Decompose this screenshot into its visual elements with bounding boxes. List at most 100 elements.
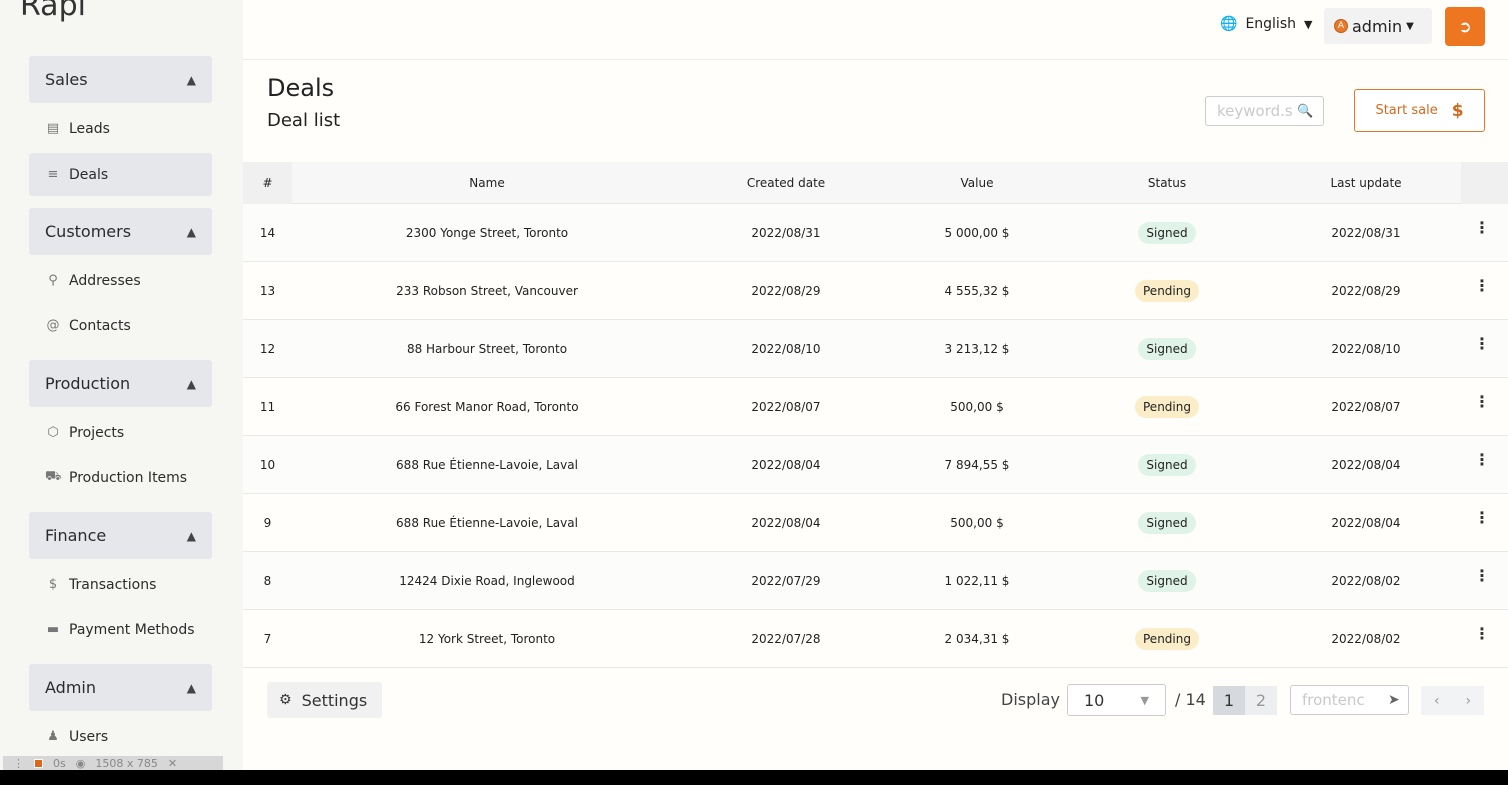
status-badge: Signed [1138,511,1196,534]
section-production[interactable]: Production ▲ [29,360,212,407]
section-customers[interactable]: Customers ▲ [29,208,212,255]
user-menu[interactable]: A admin ▼ [1324,8,1432,44]
cube-icon: ⬡ [47,425,59,440]
row-menu-icon[interactable]: ⋮ [1474,218,1490,237]
next-page-icon[interactable]: › [1465,692,1472,709]
sidebar-item-users[interactable]: ♟ Users [29,715,212,758]
goto-page-input[interactable] [1302,691,1382,709]
truck-icon: ⛟ [45,469,62,484]
cell-updated: 2022/08/10 [1331,341,1401,356]
start-sale-button[interactable]: Start sale $ [1354,89,1485,132]
settings-label: Settings [301,690,368,710]
page-button-1[interactable]: 1 [1213,686,1245,715]
section-label: Admin [45,678,96,697]
camera-icon[interactable]: ◉ [75,756,86,770]
sidebar-item-addresses[interactable]: ⚲ Addresses [29,259,212,302]
table-row[interactable]: 10 688 Rue Étienne-Lavoie, Laval 2022/08/0… [243,436,1508,494]
status-badge: Signed [1138,453,1196,476]
recorder-toolbar: ⋮ 0s ◉ 1508 x 785 ✕ [3,756,223,770]
page-button-2[interactable]: 2 [1245,686,1277,715]
header-updated[interactable]: Last update [1330,175,1402,190]
table-row[interactable]: 9 688 Rue Étienne-Lavoie, Laval 2022/08/04… [243,494,1508,552]
sidebar-item-deals[interactable]: ≡ Deals [29,153,212,196]
row-menu-icon[interactable]: ⋮ [1474,392,1490,411]
sidebar-item-production-items[interactable]: ⛟ Production Items [29,456,212,499]
section-sales[interactable]: Sales ▲ [29,56,212,103]
topbar: 🌐 English ▼ A admin ▼ ➲ [243,0,1508,60]
table-header: # Name Created date Value Status Last up… [243,162,1508,204]
cell-value: 4 555,32 $ [944,283,1010,298]
table-row[interactable]: 11 66 Forest Manor Road, Toronto 2022/08/0… [243,378,1508,436]
cell-updated: 2022/08/02 [1331,573,1401,588]
cell-value: 1 022,11 $ [944,573,1010,588]
table-row[interactable]: 8 12424 Dixie Road, Inglewood 2022/07/29 1 … [243,552,1508,610]
header-value[interactable]: Value [960,175,994,190]
credit-card-icon: ▬ [46,622,60,637]
header-name[interactable]: Name [469,175,505,190]
table-row[interactable]: 7 12 York Street, Toronto 2022/07/28 2 034,… [243,610,1508,668]
cell-name: 88 Harbour Street, Toronto [406,341,568,356]
table-row[interactable]: 13 233 Robson Street, Vancouver 2022/08/29… [243,262,1508,320]
sidebar-item-payment-methods[interactable]: ▬ Payment Methods [29,608,212,651]
arrow-circle-right-icon[interactable]: ➤ [1388,692,1400,708]
search-input[interactable] [1217,102,1297,120]
sidebar: Rapi Sales ▲ ▤ Leads ≡ Deals Customers ▲… [0,0,243,770]
row-menu-icon[interactable]: ⋮ [1474,334,1490,353]
sidebar-item-label: Transactions [69,576,157,593]
close-icon[interactable]: ✕ [167,756,178,770]
cell-num: 9 [263,515,272,530]
display-label: Display [1001,690,1060,709]
cell-num: 12 [259,341,276,356]
page-size-select[interactable]: 10 ▼ [1067,684,1166,716]
cell-updated: 2022/08/04 [1331,457,1401,472]
page-size-value: 10 [1084,690,1105,710]
logout-button[interactable]: ➲ [1445,7,1485,46]
page-title: Deals [267,74,335,102]
sidebar-item-label: Deals [69,166,109,183]
header-created[interactable]: Created date [746,175,826,190]
user-icon: ♟ [47,729,59,744]
sidebar-item-leads[interactable]: ▤ Leads [29,107,212,150]
recorder-time: 0s [53,756,66,770]
sidebar-item-transactions[interactable]: $ Transactions [29,563,212,606]
page-nav: ‹ › [1421,686,1484,715]
row-menu-icon[interactable]: ⋮ [1474,508,1490,527]
section-admin[interactable]: Admin ▲ [29,664,212,711]
cell-status: Signed [1067,436,1267,493]
sidebar-item-contacts[interactable]: @ Contacts [29,304,212,347]
search-icon[interactable]: 🔍 [1297,103,1314,119]
list-icon: ≡ [47,167,59,182]
prev-page-icon[interactable]: ‹ [1433,692,1440,709]
sidebar-item-label: Production Items [69,469,188,486]
language-selector[interactable]: 🌐 English ▼ [1220,16,1312,32]
drag-handle-icon[interactable]: ⋮ [13,756,24,770]
cell-updated: 2022/08/02 [1331,631,1401,646]
row-menu-icon[interactable]: ⋮ [1474,450,1490,469]
cell-updated: 2022/08/04 [1331,515,1401,530]
cell-value: 2 034,31 $ [944,631,1010,646]
chevron-up-icon: ▲ [186,224,196,239]
row-menu-icon[interactable]: ⋮ [1474,566,1490,585]
total-count: / 14 [1175,690,1206,709]
table-row[interactable]: 14 2300 Yonge Street, Toronto 2022/08/31 5 … [243,204,1508,262]
sidebar-item-projects[interactable]: ⬡ Projects [29,411,212,454]
section-label: Sales [45,70,88,89]
cell-name: 12 York Street, Toronto [418,631,556,646]
cell-name: 66 Forest Manor Road, Toronto [395,399,579,414]
sidebar-item-label: Projects [69,424,125,441]
header-num[interactable]: # [243,162,292,204]
record-icon[interactable] [34,758,43,768]
settings-button[interactable]: ⚙ Settings [267,682,382,718]
section-finance[interactable]: Finance ▲ [29,512,212,559]
start-sale-label: Start sale [1375,103,1438,118]
table-row[interactable]: 12 88 Harbour Street, Toronto 2022/08/10 3 … [243,320,1508,378]
cell-num: 8 [263,573,272,588]
row-menu-icon[interactable]: ⋮ [1474,276,1490,295]
header-status[interactable]: Status [1147,175,1187,190]
row-menu-icon[interactable]: ⋮ [1474,624,1490,643]
cell-updated: 2022/08/29 [1331,283,1401,298]
table-body: 14 2300 Yonge Street, Toronto 2022/08/31 5 … [243,204,1508,668]
cell-status: Signed [1067,552,1267,609]
user-name: admin [1352,16,1403,36]
